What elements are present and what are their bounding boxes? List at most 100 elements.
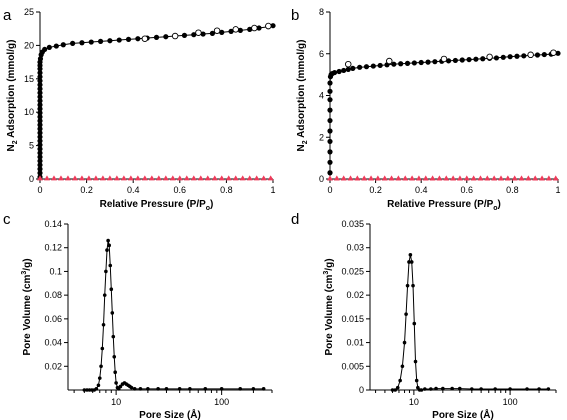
data-point: [153, 34, 160, 40]
data-point: [129, 385, 134, 390]
x-tick-label: 100: [214, 397, 229, 407]
x-tick-label: 0: [37, 185, 42, 195]
data-point: [480, 56, 486, 62]
data-point: [445, 58, 452, 64]
data-point-triangle: [267, 175, 274, 181]
data-point: [411, 283, 415, 288]
data-point: [404, 60, 411, 66]
data-point-triangle: [50, 175, 57, 181]
x-tick-label: 0.2: [369, 185, 382, 195]
y-axis-label-subscript: 2: [12, 140, 19, 144]
data-point-triangle: [504, 175, 511, 181]
data-point: [537, 387, 541, 391]
data-point: [390, 388, 395, 392]
series-filled-circle-line: [327, 50, 561, 176]
data-point: [37, 56, 44, 62]
data-point: [96, 383, 101, 388]
data-point-triangle: [85, 175, 92, 181]
data-point-triangle: [409, 175, 416, 181]
data-point: [116, 37, 122, 43]
data-point-triangle: [340, 175, 347, 181]
data-point: [238, 387, 243, 391]
data-point: [94, 387, 99, 391]
data-point-open: [171, 32, 179, 40]
data-point: [146, 387, 150, 391]
y-tick-label: 2: [319, 132, 324, 142]
x-tick-label: 0.8: [506, 185, 519, 195]
data-point: [370, 63, 376, 69]
data-point: [404, 312, 408, 316]
series-line: [329, 52, 559, 173]
x-tick-label: 0.6: [461, 185, 474, 195]
data-point-triangle: [78, 175, 85, 181]
data-point-open: [486, 53, 493, 61]
y-tick-label: 0.01: [346, 338, 364, 348]
data-point-triangle: [470, 175, 477, 181]
data-point: [37, 78, 43, 84]
data-point: [398, 61, 404, 67]
data-point: [336, 68, 342, 75]
y-tick-label: 10: [24, 107, 34, 117]
data-point: [53, 43, 59, 49]
x-tick-label: 10: [409, 397, 419, 407]
series-triangle: [327, 175, 559, 181]
data-point: [393, 388, 398, 392]
x-tick-label: 0.4: [415, 185, 428, 195]
y-tick-label: 0.12: [44, 243, 62, 253]
data-point-triangle: [176, 175, 183, 181]
data-point: [181, 32, 188, 38]
data-point: [219, 29, 225, 35]
data-point: [125, 36, 132, 42]
data-point: [60, 42, 66, 48]
data-point: [459, 57, 465, 63]
data-point: [457, 386, 462, 391]
y-tick-label: 0.015: [341, 314, 364, 324]
data-point: [97, 38, 104, 44]
data-point: [395, 385, 400, 390]
data-point-triangle: [134, 175, 141, 181]
data-point: [99, 364, 103, 369]
data-point: [138, 387, 143, 391]
data-point: [108, 263, 113, 268]
data-point: [493, 387, 497, 391]
x-tick-label: 1: [555, 185, 560, 195]
data-point-triangle: [545, 175, 552, 181]
data-point: [327, 159, 333, 165]
data-point-open: [386, 57, 393, 65]
data-point-triangle: [155, 175, 162, 181]
data-point-triangle: [484, 175, 491, 181]
data-point-triangle: [415, 175, 422, 181]
data-point-triangle: [518, 175, 525, 181]
data-point-triangle: [260, 175, 267, 181]
data-point: [118, 384, 123, 389]
data-point: [423, 387, 427, 391]
data-point-open: [141, 35, 149, 42]
data-point-open: [527, 51, 534, 59]
data-point: [104, 269, 108, 274]
data-point: [37, 102, 43, 108]
y-tick-label: 0: [29, 174, 34, 184]
data-point-triangle: [218, 175, 225, 181]
x-axis-label: Relative Pressure (P/Po): [387, 199, 501, 212]
data-point: [101, 322, 106, 327]
series-filled-circle-line: [390, 253, 551, 392]
data-point-open: [265, 22, 272, 30]
data-point-triangle: [71, 175, 78, 181]
x-tick-label: 0: [327, 185, 332, 195]
y-tick-label: 0.035: [341, 219, 364, 229]
data-point: [37, 118, 43, 124]
panel-label: b: [291, 7, 299, 24]
data-point: [327, 88, 333, 94]
series-line: [392, 254, 549, 391]
data-point: [514, 53, 520, 59]
y-axis-label-subscript: 2: [302, 140, 309, 144]
data-point: [163, 34, 169, 40]
data-point: [37, 150, 43, 156]
data-point: [345, 66, 351, 73]
data-point: [37, 106, 43, 112]
data-point: [106, 238, 110, 243]
data-point: [507, 54, 513, 60]
y-axis-label-tail: Adsorption (mmol/g): [6, 40, 17, 141]
data-point: [470, 387, 474, 391]
